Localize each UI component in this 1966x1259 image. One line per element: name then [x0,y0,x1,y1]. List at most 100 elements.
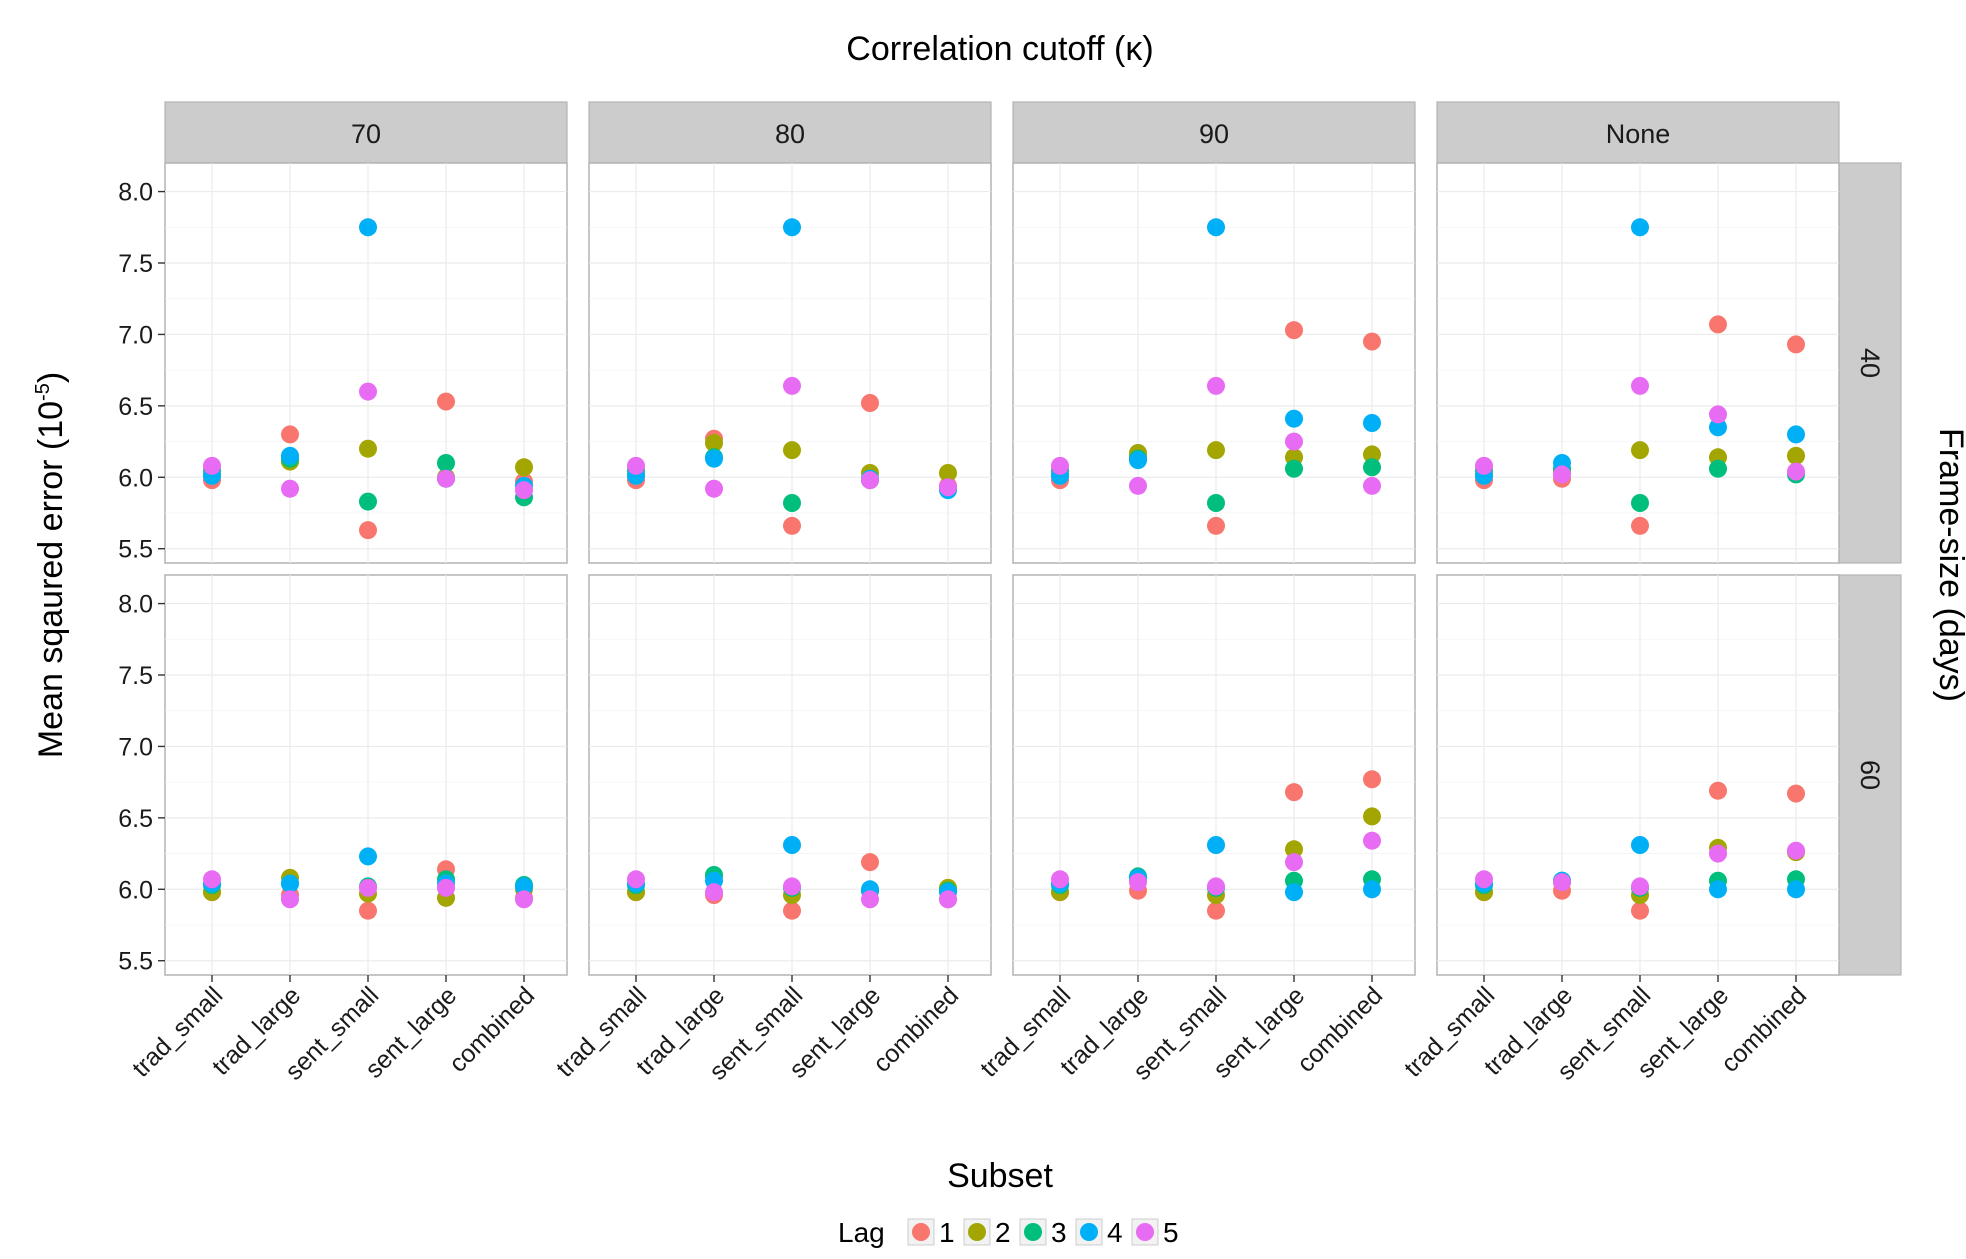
point-lag-5-sent_small [359,878,377,897]
point-lag-5-combined [939,478,957,497]
facet-strip-col-label: None [1606,119,1671,149]
point-lag-4-trad_large [705,449,723,468]
point-lag-1-sent_small [1631,516,1649,535]
point-lag-5-sent_large [437,878,455,897]
point-lag-1-combined [1787,784,1805,803]
y-axis-title-unit-close: ) [32,372,70,383]
point-lag-4-sent_small [1207,218,1225,237]
chart-title: Correlation cutoff (κ) [846,30,1153,68]
point-lag-1-sent_small [1207,901,1225,920]
point-lag-4-trad_large [281,874,299,893]
y-tick-label: 7.5 [118,250,153,278]
legend-key-point [1136,1223,1154,1241]
point-lag-5-sent_small [783,376,801,395]
point-lag-1-sent_small [1207,516,1225,535]
point-lag-1-combined [1787,335,1805,354]
point-lag-5-combined [1363,831,1381,850]
point-lag-3-sent_large [437,454,455,472]
point-lag-1-sent_large [1709,781,1727,800]
point-lag-2-combined [1363,807,1381,826]
point-lag-4-sent_large [1709,880,1727,899]
point-lag-1-sent_small [359,521,377,540]
point-lag-5-combined [1787,462,1805,481]
point-lag-5-sent_large [1285,853,1303,872]
point-lag-5-trad_large [1129,476,1147,495]
point-lag-4-sent_small [359,218,377,237]
point-lag-5-sent_small [1631,877,1649,896]
y-axis-title-unit-exp: -5 [32,383,54,401]
facet-strip-row-label: 60 [1855,760,1885,790]
point-lag-5-combined [515,890,533,909]
point-lag-5-trad_small [1475,870,1493,889]
y-axis-title-unit-base: (10 [32,401,70,450]
panel-70-40: 5.5 6.0 6.5 7.0 7.5 8.0 [118,162,568,564]
panel-90-40 [1012,162,1416,564]
facet-strip-col-70 [164,101,568,164]
x-tick-label: combined [1716,981,1812,1077]
y-axis-title-main: Mean sqaured error [32,450,70,758]
x-tick-label: combined [444,981,540,1077]
point-lag-5-sent_large [1285,432,1303,451]
facet-strip-row-40 [1838,162,1902,564]
x-tick-label: combined [868,981,964,1077]
point-lag-5-sent_large [1709,844,1727,863]
facet-panels: 70 80 90 None 40 60 5.5 6.0 6.5 7.0 7.5 8.0 5.5 6.0 6.… [118,101,1902,1086]
legend-item-1: 1 [907,1217,955,1248]
point-lag-5-combined [1787,841,1805,860]
point-lag-2-sent_small [783,441,801,460]
y-tick-label: 5.5 [118,536,153,564]
legend-item-5: 5 [1131,1217,1179,1248]
point-lag-1-sent_large [861,394,879,412]
legend-key-point [1024,1223,1042,1241]
point-lag-4-sent_small [1207,836,1225,854]
y-tick-label: 7.0 [118,733,153,761]
point-lag-1-sent_large [861,853,879,872]
facet-strip-row-label: 40 [1855,348,1885,378]
point-lag-5-trad_small [1475,456,1493,475]
point-lag-5-sent_large [861,471,879,490]
point-lag-4-sent_large [1285,409,1303,428]
facet-strip-col-label: 90 [1199,119,1229,149]
legend-item-3: 3 [1019,1217,1067,1248]
point-lag-1-sent_small [783,516,801,535]
point-lag-1-sent_small [359,901,377,920]
point-lag-2-combined [939,464,957,482]
point-lag-2-combined [1787,446,1805,465]
point-lag-3-sent_small [1631,494,1649,512]
y-tick-label: 8.0 [118,179,153,207]
panel-80-40 [588,162,992,564]
facet-strip-col-90 [1012,101,1416,164]
point-lag-3-sent_small [359,492,377,511]
point-lag-4-sent_small [359,847,377,866]
y-tick-label: 8.0 [118,591,153,619]
point-lag-5-sent_small [783,877,801,896]
point-lag-4-sent_large [1285,883,1303,902]
legend-key-point [1080,1223,1098,1241]
y-tick-label: 7.5 [118,662,153,690]
point-lag-5-combined [939,890,957,909]
point-lag-5-trad_small [627,456,645,475]
point-lag-1-combined [1363,332,1381,351]
panel-70-60: 5.56.06.57.07.58.0trad_smalltrad_largese… [118,574,568,1086]
point-lag-5-sent_small [1207,376,1225,395]
point-lag-5-trad_small [1051,456,1069,475]
point-lag-5-combined [515,481,533,500]
point-lag-5-trad_small [203,870,221,889]
point-lag-5-trad_large [1553,465,1571,484]
point-lag-5-sent_small [359,382,377,401]
y-tick-label: 5.5 [118,948,153,976]
point-lag-5-trad_small [627,870,645,889]
point-lag-5-sent_small [1631,376,1649,395]
facet-strip-col-label: 70 [351,119,381,149]
legend-item-4: 4 [1075,1217,1123,1248]
point-lag-4-combined [515,877,533,896]
point-lag-1-sent_large [437,392,455,411]
y-tick-label: 6.5 [118,393,153,421]
point-lag-5-trad_large [705,883,723,902]
point-lag-1-trad_large [281,425,299,444]
point-lag-4-combined [1363,880,1381,899]
facet-strip-row-60 [1838,574,1902,976]
x-axis-title: Subset [947,1157,1053,1195]
point-lag-4-combined [1787,425,1805,444]
